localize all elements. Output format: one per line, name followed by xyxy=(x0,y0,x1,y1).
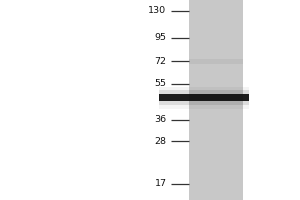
Bar xyxy=(159,94,249,101)
Text: 130: 130 xyxy=(148,6,166,15)
Bar xyxy=(189,59,243,64)
Text: 55: 55 xyxy=(154,79,166,88)
Text: 36: 36 xyxy=(154,115,166,124)
Bar xyxy=(189,0,243,200)
Bar xyxy=(159,90,249,105)
Text: 72: 72 xyxy=(154,57,166,66)
Text: 28: 28 xyxy=(154,137,166,146)
Text: 95: 95 xyxy=(154,33,166,42)
Text: 17: 17 xyxy=(154,179,166,188)
Bar xyxy=(159,87,249,109)
